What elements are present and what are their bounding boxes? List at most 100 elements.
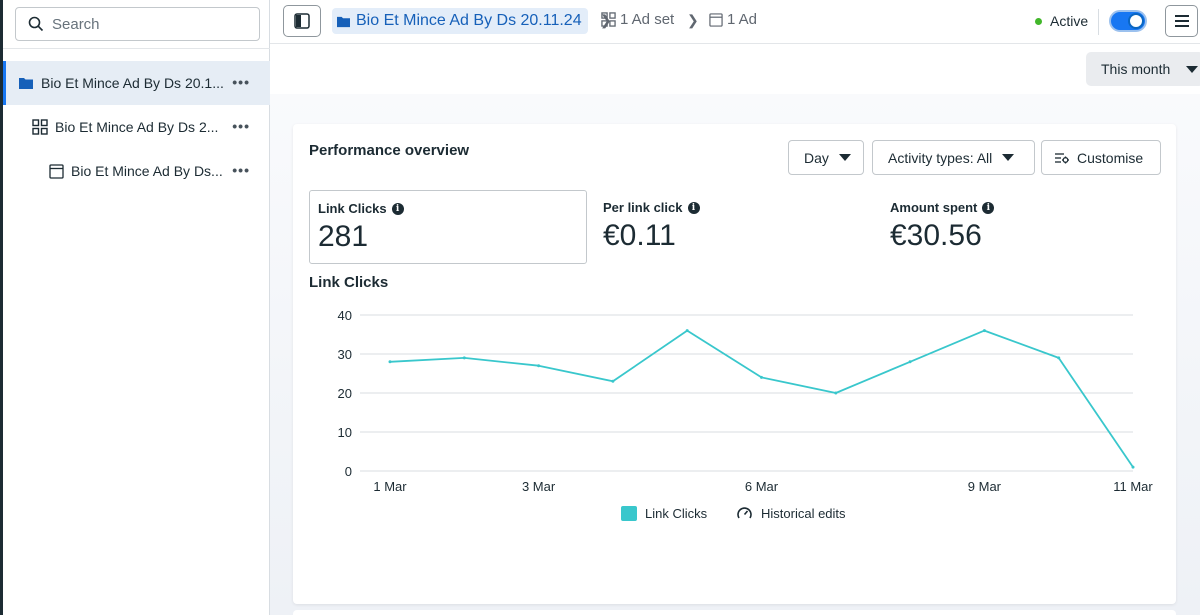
tree-item-ad[interactable]: Bio Et Mince Ad By Ds... •••: [3, 149, 270, 193]
top-bar: Bio Et Mince Ad By Ds 20.11.24 ❯ 1 Ad se…: [270, 0, 1200, 44]
data-point: [388, 360, 392, 364]
date-range-dropdown[interactable]: This month: [1086, 52, 1200, 86]
link-clicks-line-chart: 0 10 20 30 40 1 Mar 3 Mar 6 Mar 9 Mar 11 Mar: [338, 308, 1154, 494]
metric-value: €30.56: [890, 219, 982, 252]
activity-types-label: Activity types: All: [888, 149, 993, 166]
grid-icon: [601, 12, 616, 27]
legend-label: Link Clicks: [645, 506, 708, 521]
sidebar-divider: [3, 48, 270, 49]
caret-down-icon: [1002, 154, 1015, 161]
next-card: [293, 610, 1176, 615]
search-icon: [28, 16, 44, 32]
y-tick-label: 0: [345, 464, 352, 479]
info-icon[interactable]: i: [982, 201, 995, 214]
series-line-link-clicks: [389, 329, 1134, 468]
tree-item-adset[interactable]: Bio Et Mince Ad By Ds 2... •••: [3, 105, 270, 149]
info-icon[interactable]: i: [391, 202, 404, 215]
gauge-icon: [737, 507, 752, 519]
legend-label: Historical edits: [761, 506, 846, 521]
data-point: [462, 356, 466, 360]
legend-item-link-clicks[interactable]: Link Clicks: [621, 506, 707, 521]
search-box[interactable]: [15, 7, 260, 41]
breadcrumb-campaign-label: Bio Et Mince Ad By Ds 20.11.24: [356, 12, 582, 29]
status-label: Active: [1050, 13, 1089, 29]
menu-button[interactable]: [1165, 5, 1198, 37]
x-tick-label: 3 Mar: [522, 479, 556, 494]
y-tick-label: 20: [338, 386, 352, 401]
legend-swatch: [621, 506, 637, 521]
card-title: Performance overview: [309, 142, 470, 159]
x-tick-label: 1 Mar: [373, 479, 407, 494]
divider: [1098, 9, 1099, 35]
metric-amount-spent[interactable]: Amount spent i €30.56: [882, 190, 1160, 264]
day-dropdown[interactable]: Day: [788, 140, 864, 175]
chevron-right-icon: ❯: [600, 12, 612, 28]
folder-icon: [17, 74, 35, 92]
metric-label-row: Amount spent i: [890, 200, 1152, 215]
caret-down-icon: [838, 154, 851, 161]
breadcrumb-adset-label: 1 Ad set: [620, 11, 675, 28]
metric-link-clicks[interactable]: Link Clicks i 281: [309, 190, 587, 264]
metric-value: €0.11: [603, 219, 676, 252]
ad-icon: [47, 162, 65, 180]
data-point: [1131, 465, 1135, 469]
metric-label: Per link click: [603, 200, 683, 215]
data-point: [1057, 356, 1061, 360]
sidebar-panel-icon: [294, 13, 310, 29]
more-options-icon[interactable]: •••: [232, 162, 250, 178]
chevron-right-icon: ❯: [687, 12, 699, 28]
metric-per-link-click[interactable]: Per link click i €0.11: [595, 190, 873, 264]
caret-down-icon: [1186, 66, 1198, 73]
metric-label-row: Per link click i: [603, 200, 865, 215]
metric-label: Link Clicks: [318, 201, 387, 216]
activity-types-dropdown[interactable]: Activity types: All: [872, 140, 1035, 175]
data-point: [760, 375, 763, 379]
window-edge: [0, 0, 3, 615]
metric-label-row: Link Clicks i: [318, 201, 578, 216]
breadcrumb-ad-label: 1 Ad: [727, 11, 758, 28]
active-toggle-switch[interactable]: [1109, 10, 1147, 32]
status-dot: [1035, 17, 1042, 25]
customise-label: Customise: [1077, 149, 1144, 166]
x-tick-label: 11 Mar: [1113, 479, 1153, 494]
data-point: [908, 360, 912, 364]
grid-icon: [31, 118, 49, 136]
toggle-knob: [1128, 13, 1144, 29]
breadcrumb-ad[interactable]: 1 Ad: [709, 11, 757, 28]
metric-value: 281: [318, 220, 369, 253]
y-tick-label: 40: [338, 308, 352, 323]
y-tick-label: 30: [338, 347, 352, 362]
breadcrumb-adset[interactable]: 1 Ad set: [601, 11, 674, 28]
tree-item-label: Bio Et Mince Ad By Ds 2...: [55, 119, 219, 135]
customise-icon: [1055, 152, 1069, 163]
data-point: [685, 329, 689, 333]
tree-item-label: Bio Et Mince Ad By Ds 20.1...: [41, 75, 224, 91]
toggle-sidebar-button[interactable]: [283, 5, 321, 37]
legend-item-historical-edits[interactable]: Historical edits: [736, 506, 846, 521]
chart-title: Link Clicks: [309, 274, 389, 291]
data-point: [537, 364, 541, 368]
info-icon[interactable]: i: [687, 201, 700, 214]
x-tick-label: 9 Mar: [968, 479, 1002, 494]
y-tick-label: 10: [338, 425, 352, 440]
tree-item-campaign[interactable]: Bio Et Mince Ad By Ds 20.1... •••: [3, 61, 270, 105]
date-range-label: This month: [1101, 61, 1171, 77]
ad-icon: [709, 12, 723, 27]
more-options-icon[interactable]: •••: [232, 118, 250, 134]
customise-button[interactable]: Customise: [1041, 140, 1161, 175]
main-content: This month Performance overview Day Acti…: [270, 44, 1200, 615]
tree-item-label: Bio Et Mince Ad By Ds...: [71, 163, 223, 179]
data-point: [982, 329, 986, 333]
more-options-icon[interactable]: •••: [232, 74, 250, 90]
sidebar: Bio Et Mince Ad By Ds 20.1... ••• Bio Et…: [3, 0, 270, 615]
performance-overview-card: Performance overview Day Activity types:…: [293, 124, 1176, 604]
data-point: [834, 391, 838, 395]
status-indicator: Active: [1035, 13, 1088, 29]
hamburger-icon: [1174, 15, 1189, 17]
data-point: [611, 379, 615, 383]
search-input[interactable]: [52, 15, 242, 33]
breadcrumb-campaign[interactable]: Bio Et Mince Ad By Ds 20.11.24: [332, 8, 588, 34]
day-label: Day: [804, 149, 829, 166]
folder-icon: [337, 16, 350, 27]
x-tick-label: 6 Mar: [745, 479, 779, 494]
